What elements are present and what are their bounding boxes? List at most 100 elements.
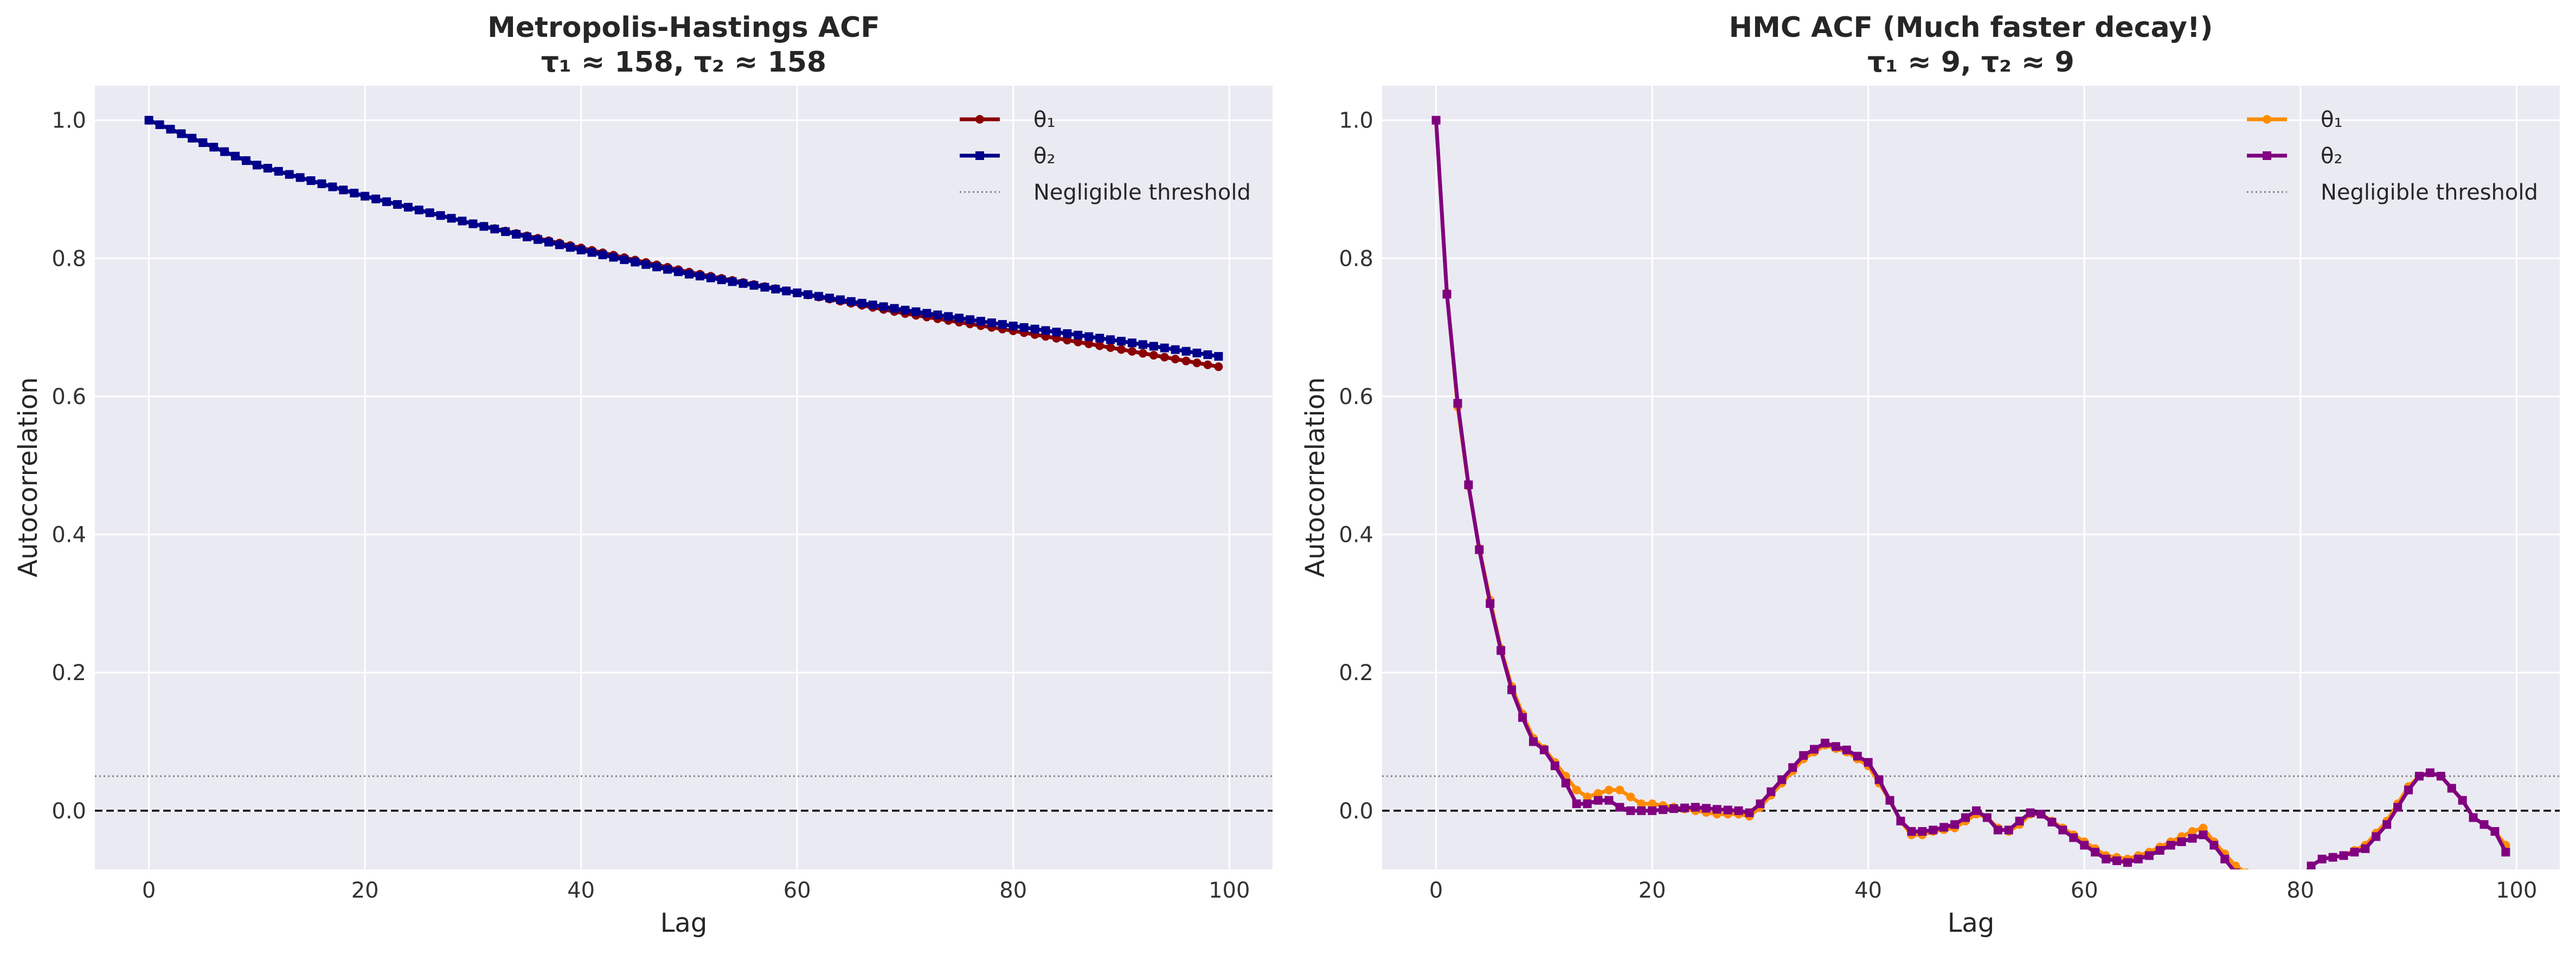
mh-series-theta2-point	[879, 302, 888, 311]
mh-series-theta2-point	[1192, 348, 1202, 357]
hmc-series-theta1-point	[2264, 879, 2272, 887]
mh-series-theta2-point	[468, 219, 478, 228]
hmc-series-theta2-point	[1831, 742, 1840, 751]
hmc-series-theta2-point	[2080, 841, 2089, 850]
hmc-legend: θ₁ θ₂ Negligible threshold	[2247, 107, 2538, 205]
mh-series-theta2-point	[555, 240, 564, 249]
mh-series-theta2-point	[933, 310, 942, 319]
mh-series-theta2-point	[836, 295, 845, 304]
hmc-series-theta2-point	[2144, 851, 2154, 860]
mh-y-tick-label: 1.0	[52, 108, 86, 133]
hmc-series-theta2-point	[2264, 884, 2272, 893]
hmc-series-theta2-point	[2123, 858, 2132, 867]
mh-series-theta2-point	[1106, 335, 1115, 344]
mh-series-theta1-point	[1160, 353, 1169, 362]
hmc-x-tick-label: 80	[2286, 878, 2314, 903]
hmc-series-theta2-point	[2414, 772, 2424, 781]
mh-series-theta2-point	[1203, 350, 1212, 359]
hmc-series-theta2-point	[2490, 827, 2500, 836]
mh-series-theta2-point	[663, 265, 672, 274]
hmc-series-theta1-point	[1572, 785, 1581, 795]
mh-series-theta2-point	[403, 203, 413, 212]
hmc-series-theta2-point	[1464, 480, 1473, 489]
mh-title-line1: Metropolis-Hastings ACF	[487, 11, 880, 44]
hmc-series-theta2-point	[2155, 846, 2164, 855]
hmc-title-line1: HMC ACF (Much faster decay!)	[1729, 11, 2213, 44]
mh-series-theta2-point	[652, 262, 661, 272]
hmc-y-tick-labels: 0.0 0.2 0.4 0.6 0.8 1.0	[1339, 108, 1373, 824]
hmc-series-theta2-point	[2469, 813, 2478, 822]
mh-x-axis-label: Lag	[660, 908, 708, 938]
hmc-plot-area	[1382, 86, 2560, 869]
mh-series-theta2-point	[598, 250, 607, 259]
hmc-y-tick-label: 0.6	[1339, 385, 1373, 409]
mh-series-theta2-point	[706, 273, 715, 283]
hmc-series-theta2-point	[2220, 854, 2230, 863]
hmc-series-theta1-point	[1604, 785, 1614, 795]
hmc-series-theta2-point	[1475, 545, 1484, 554]
hmc-series-theta2-point	[2037, 810, 2046, 819]
mh-series-theta2-point	[317, 179, 326, 188]
mh-series-theta2-point	[987, 318, 996, 328]
mh-series-theta2-point	[274, 167, 283, 176]
mh-series-theta2-point	[252, 161, 261, 170]
mh-series-theta1-point	[1127, 347, 1136, 356]
mh-series-theta2-point	[523, 232, 532, 241]
hmc-series-theta2-point	[1712, 805, 1721, 814]
hmc-series-theta2-point	[1691, 803, 1700, 812]
hmc-series-theta2-point	[1874, 775, 1884, 784]
mh-legend-theta2-label: θ₂	[1033, 144, 1056, 169]
mh-series-theta2-point	[533, 235, 542, 244]
hmc-series-theta2-point	[2361, 844, 2370, 853]
mh-series-theta1-point	[1138, 349, 1147, 358]
mh-x-tick-label: 0	[142, 878, 156, 903]
mh-series-theta2-point	[447, 214, 456, 223]
mh-series-theta2-point	[749, 281, 759, 290]
hmc-series-theta2-point	[2436, 772, 2445, 781]
mh-legend-theta2-marker	[975, 151, 984, 160]
mh-series-theta2-point	[1041, 326, 1050, 335]
mh-series-theta2-point	[641, 260, 651, 269]
mh-series-theta2-point	[490, 225, 499, 234]
mh-series-theta2-point	[1149, 342, 1158, 351]
hmc-series-theta2-point	[1615, 803, 1624, 812]
hmc-series-theta2-point	[1701, 804, 1711, 813]
mh-acf-panel: Metropolis-Hastings ACF τ₁ ≈ 158, τ₂ ≈ 1…	[13, 11, 1273, 938]
hmc-series-theta2-point	[1486, 599, 1495, 608]
hmc-series-theta2-point	[1993, 825, 2002, 835]
mh-series-theta2-line	[148, 118, 1219, 358]
mh-series-theta2-point	[1138, 340, 1147, 349]
hmc-series-theta2-point	[2479, 820, 2489, 829]
mh-series-theta1-point	[1063, 336, 1072, 345]
mh-series-theta2-point	[1063, 329, 1072, 338]
mh-series-theta1-point	[1117, 345, 1126, 354]
hmc-y-tick-label: 0.8	[1339, 246, 1373, 271]
mh-series-theta2-point	[976, 317, 985, 326]
hmc-series-theta2-point	[2166, 841, 2175, 850]
hmc-y-tick-label: 0.0	[1339, 799, 1373, 824]
hmc-y-tick-label: 0.2	[1339, 661, 1373, 686]
mh-series-theta2	[144, 116, 1223, 361]
hmc-series-theta2-point	[1820, 739, 1829, 748]
hmc-series-theta1-point	[1583, 792, 1592, 802]
mh-series-theta2-point	[501, 227, 510, 236]
mh-legend-theta1-label: θ₁	[1033, 107, 1056, 132]
hmc-series-theta2-point	[2382, 820, 2392, 829]
hmc-series-theta2-point	[1659, 805, 1668, 814]
hmc-series-theta2-point	[2134, 854, 2143, 863]
mh-x-tick-label: 40	[567, 878, 595, 903]
hmc-series-theta2-point	[2112, 856, 2122, 866]
mh-series-theta2-point	[717, 275, 726, 284]
hmc-series-theta2	[1431, 116, 2510, 893]
mh-series-theta2-point	[998, 320, 1007, 329]
hmc-series	[1431, 116, 2510, 893]
mh-series-theta2-point	[241, 156, 250, 165]
mh-series-theta2-point	[371, 194, 381, 203]
hmc-legend-theta1-label: θ₁	[2321, 107, 2343, 132]
mh-series-theta2-point	[1074, 330, 1083, 340]
hmc-series-theta2-point	[2404, 785, 2413, 795]
hmc-series-theta2-point	[1723, 805, 1732, 815]
hmc-series-theta1-point	[1594, 789, 1603, 798]
hmc-x-tick-labels: 0 20 40 60 80 100	[1429, 878, 2538, 903]
hmc-series-theta2-point	[2317, 854, 2327, 863]
